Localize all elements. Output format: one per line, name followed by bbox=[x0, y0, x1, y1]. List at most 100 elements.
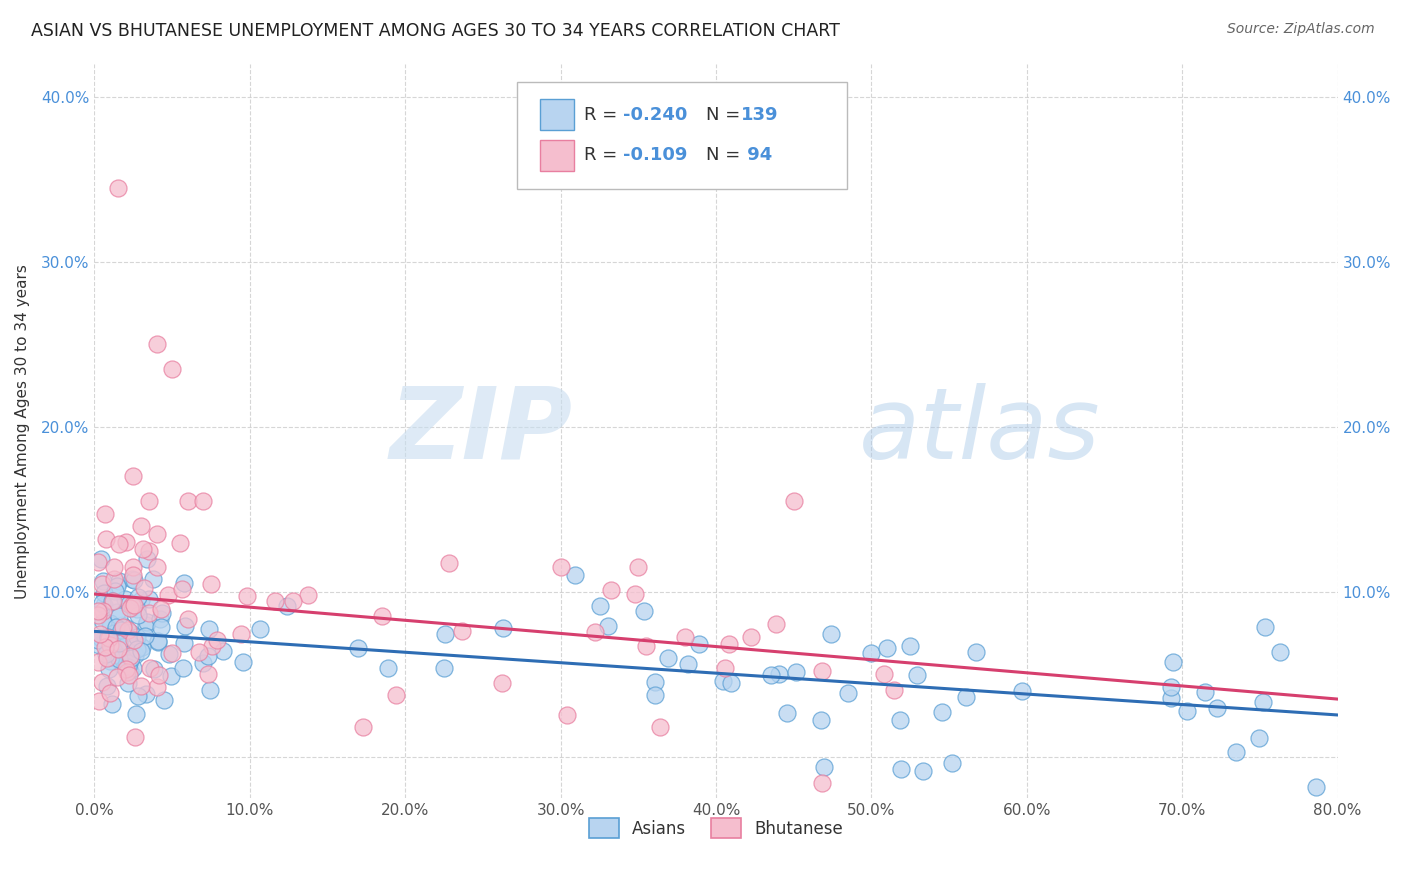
Point bbox=[105, 579, 128, 593]
Point bbox=[883, 682, 905, 697]
Point bbox=[103, 559, 125, 574]
Point bbox=[132, 581, 155, 595]
Point bbox=[187, 645, 209, 659]
Point bbox=[148, 668, 170, 682]
Point bbox=[100, 697, 122, 711]
Point bbox=[889, 713, 911, 727]
Point bbox=[145, 527, 167, 541]
Point bbox=[740, 630, 762, 644]
Point bbox=[1163, 655, 1185, 669]
Point bbox=[157, 588, 180, 602]
Point bbox=[118, 664, 141, 678]
Point bbox=[872, 667, 894, 681]
Point bbox=[145, 337, 167, 351]
Point bbox=[115, 626, 138, 640]
Text: atlas: atlas bbox=[859, 383, 1101, 480]
Point bbox=[153, 693, 176, 707]
Point bbox=[134, 629, 156, 643]
Point bbox=[115, 665, 138, 679]
Point bbox=[97, 662, 120, 676]
Point bbox=[236, 589, 259, 603]
Point bbox=[122, 661, 145, 675]
Text: 139: 139 bbox=[741, 106, 779, 124]
Point bbox=[114, 535, 136, 549]
Text: 94: 94 bbox=[741, 146, 772, 164]
Point bbox=[93, 615, 115, 629]
Point bbox=[138, 543, 160, 558]
Point bbox=[898, 639, 921, 653]
Point bbox=[876, 640, 898, 655]
Point bbox=[385, 689, 408, 703]
Point bbox=[627, 560, 650, 574]
Point bbox=[596, 619, 619, 633]
Point bbox=[439, 556, 461, 570]
Point bbox=[1160, 691, 1182, 706]
Point bbox=[93, 586, 115, 600]
Point bbox=[127, 607, 149, 622]
Point bbox=[87, 638, 110, 652]
Point bbox=[103, 626, 125, 640]
Y-axis label: Unemployment Among Ages 30 to 34 years: Unemployment Among Ages 30 to 34 years bbox=[15, 264, 30, 599]
Point bbox=[557, 707, 579, 722]
Text: ASIAN VS BHUTANESE UNEMPLOYMENT AMONG AGES 30 TO 34 YEARS CORRELATION CHART: ASIAN VS BHUTANESE UNEMPLOYMENT AMONG AG… bbox=[31, 22, 839, 40]
Point bbox=[193, 657, 215, 671]
Point bbox=[125, 641, 148, 656]
Point bbox=[633, 604, 655, 618]
Text: -0.240: -0.240 bbox=[623, 106, 688, 124]
Point bbox=[122, 469, 145, 483]
Text: -0.109: -0.109 bbox=[623, 146, 688, 164]
Point bbox=[98, 654, 121, 668]
Point bbox=[249, 622, 271, 636]
Point bbox=[657, 651, 679, 665]
Point bbox=[90, 631, 112, 645]
Text: N =: N = bbox=[706, 146, 747, 164]
Point bbox=[160, 362, 183, 376]
Point bbox=[100, 649, 122, 664]
Point bbox=[107, 537, 129, 551]
Point bbox=[346, 640, 368, 655]
Point bbox=[197, 666, 219, 681]
Point bbox=[297, 588, 319, 602]
Point bbox=[97, 630, 120, 644]
Point bbox=[90, 674, 112, 689]
Text: N =: N = bbox=[706, 106, 747, 124]
Point bbox=[688, 637, 710, 651]
Point bbox=[87, 694, 110, 708]
Point bbox=[717, 637, 740, 651]
Point bbox=[765, 617, 787, 632]
Point bbox=[125, 707, 148, 722]
Point bbox=[122, 573, 145, 587]
Point bbox=[623, 587, 645, 601]
Point bbox=[135, 687, 157, 701]
Text: Source: ZipAtlas.com: Source: ZipAtlas.com bbox=[1227, 22, 1375, 37]
Point bbox=[86, 604, 108, 618]
Point bbox=[146, 633, 169, 648]
Point bbox=[129, 639, 152, 653]
Point bbox=[810, 664, 832, 678]
Point bbox=[146, 681, 169, 695]
Point bbox=[714, 661, 737, 675]
Point bbox=[352, 720, 374, 734]
Point bbox=[108, 609, 131, 624]
Point bbox=[86, 607, 108, 622]
Point bbox=[600, 583, 623, 598]
Point bbox=[136, 615, 159, 629]
Point bbox=[118, 657, 141, 671]
FancyBboxPatch shape bbox=[540, 140, 574, 170]
Point bbox=[115, 621, 138, 635]
Point bbox=[129, 644, 152, 658]
Point bbox=[377, 660, 399, 674]
Point bbox=[139, 661, 162, 675]
Point bbox=[127, 601, 149, 615]
Point bbox=[110, 623, 132, 637]
Point bbox=[768, 666, 790, 681]
Point bbox=[103, 639, 125, 653]
Point bbox=[121, 598, 143, 612]
Point bbox=[283, 594, 305, 608]
Point bbox=[121, 573, 143, 587]
Text: ZIP: ZIP bbox=[389, 383, 574, 480]
Point bbox=[100, 617, 122, 632]
Point bbox=[94, 533, 117, 547]
Point bbox=[837, 686, 859, 700]
Point bbox=[263, 594, 285, 608]
